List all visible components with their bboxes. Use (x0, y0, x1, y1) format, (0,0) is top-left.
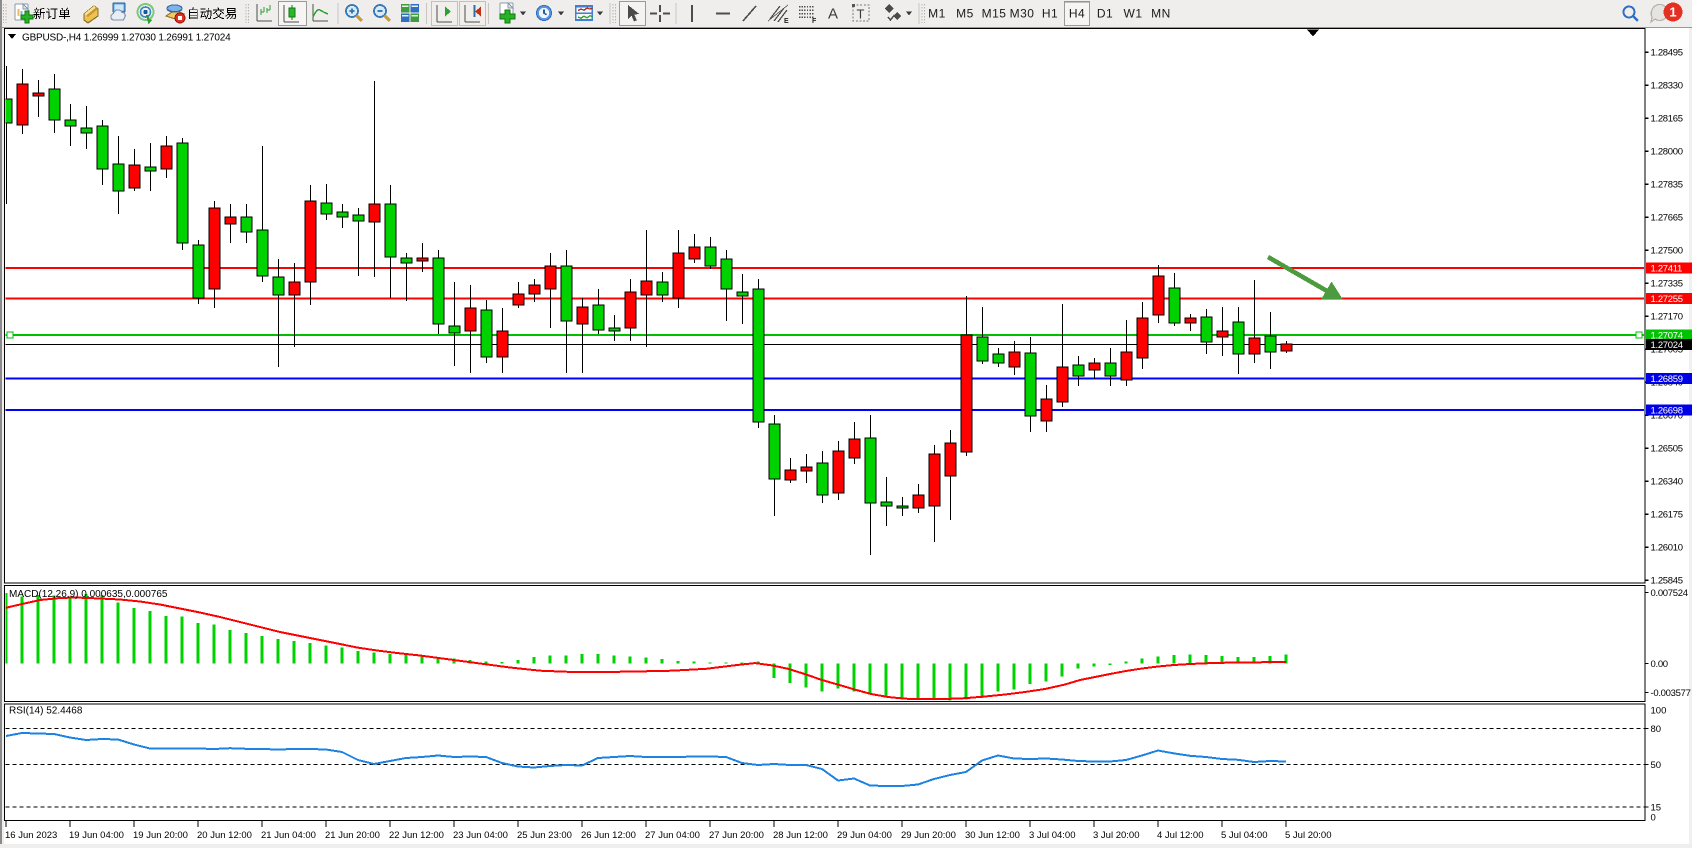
svg-text:1.27255: 1.27255 (1651, 294, 1683, 305)
svg-text:4 Jul 12:00: 4 Jul 12:00 (1157, 830, 1203, 841)
svg-text:21 Jun 04:00: 21 Jun 04:00 (261, 830, 316, 841)
svg-text:5 Jul 04:00: 5 Jul 04:00 (1221, 830, 1267, 841)
svg-text:M5: M5 (956, 7, 974, 21)
svg-text:16 Jun 2023: 16 Jun 2023 (5, 830, 57, 841)
svg-text:28 Jun 12:00: 28 Jun 12:00 (773, 830, 828, 841)
svg-text:1.26010: 1.26010 (1651, 543, 1683, 554)
svg-text:M1: M1 (928, 7, 946, 21)
svg-text:1.28000: 1.28000 (1651, 147, 1683, 158)
svg-text:E: E (784, 18, 789, 25)
svg-text:23 Jun 04:00: 23 Jun 04:00 (453, 830, 508, 841)
svg-text:M15: M15 (982, 7, 1007, 21)
svg-text:26 Jun 12:00: 26 Jun 12:00 (581, 830, 636, 841)
svg-text:27 Jun 04:00: 27 Jun 04:00 (645, 830, 700, 841)
svg-text:0.00: 0.00 (1651, 659, 1668, 670)
svg-text:1.26340: 1.26340 (1651, 477, 1683, 488)
svg-text:1.27665: 1.27665 (1651, 213, 1683, 224)
svg-text:1.28330: 1.28330 (1651, 81, 1683, 92)
svg-text:H1: H1 (1042, 7, 1058, 21)
svg-text:F: F (812, 18, 817, 25)
svg-text:29 Jun 20:00: 29 Jun 20:00 (901, 830, 956, 841)
svg-text:21 Jun 20:00: 21 Jun 20:00 (325, 830, 380, 841)
svg-text:W1: W1 (1124, 7, 1143, 21)
svg-text:1.27005: 1.27005 (1651, 345, 1683, 356)
svg-text:19 Jun 04:00: 19 Jun 04:00 (69, 830, 124, 841)
svg-text:1.26505: 1.26505 (1651, 444, 1683, 455)
svg-text:80: 80 (1651, 724, 1662, 735)
svg-text:RSI(14) 52.4468: RSI(14) 52.4468 (9, 706, 83, 717)
svg-text:100: 100 (1651, 705, 1667, 716)
svg-text:MN: MN (1151, 7, 1171, 21)
svg-text:3 Jul 04:00: 3 Jul 04:00 (1029, 830, 1075, 841)
svg-text:H4: H4 (1069, 7, 1085, 21)
svg-text:50: 50 (1651, 760, 1662, 771)
svg-text:0: 0 (1651, 812, 1656, 823)
svg-text:15: 15 (1651, 802, 1662, 813)
svg-text:22 Jun 12:00: 22 Jun 12:00 (389, 830, 444, 841)
svg-text:19 Jun 20:00: 19 Jun 20:00 (133, 830, 188, 841)
svg-text:1.27170: 1.27170 (1651, 312, 1683, 323)
svg-text:GBPUSD-,H4 1.26999 1.27030 1.: GBPUSD-,H4 1.26999 1.27030 1.26991 1.270… (22, 33, 231, 44)
svg-text:20 Jun 12:00: 20 Jun 12:00 (197, 830, 252, 841)
svg-text:M30: M30 (1010, 7, 1035, 21)
svg-text:1: 1 (1669, 5, 1676, 20)
svg-text:5 Jul 20:00: 5 Jul 20:00 (1285, 830, 1331, 841)
svg-text:D1: D1 (1097, 7, 1113, 21)
svg-text:1.27335: 1.27335 (1651, 279, 1683, 290)
svg-text:1.25845: 1.25845 (1651, 576, 1683, 587)
svg-text:30 Jun 12:00: 30 Jun 12:00 (965, 830, 1020, 841)
svg-text:29 Jun 04:00: 29 Jun 04:00 (837, 830, 892, 841)
svg-text:MACD(12,26,9) 0.000635,0.00076: MACD(12,26,9) 0.000635,0.000765 (9, 589, 168, 600)
svg-text:3 Jul 20:00: 3 Jul 20:00 (1093, 830, 1139, 841)
svg-text:1.27500: 1.27500 (1651, 246, 1683, 257)
svg-text:1.26175: 1.26175 (1651, 510, 1683, 521)
svg-text:1.26859: 1.26859 (1651, 374, 1683, 385)
svg-text:0.007524: 0.007524 (1651, 588, 1688, 599)
svg-text:1.26670: 1.26670 (1651, 411, 1683, 422)
svg-text:1.27411: 1.27411 (1651, 264, 1683, 275)
svg-text:-0.003577: -0.003577 (1651, 688, 1691, 699)
svg-text:1.27024: 1.27024 (1651, 340, 1683, 351)
svg-text:27 Jun 20:00: 27 Jun 20:00 (709, 830, 764, 841)
svg-text:1.27835: 1.27835 (1651, 180, 1683, 191)
svg-text:1.26698: 1.26698 (1651, 406, 1683, 417)
svg-text:25 Jun 23:00: 25 Jun 23:00 (517, 830, 572, 841)
svg-text:1.27074: 1.27074 (1651, 331, 1683, 342)
svg-text:A: A (828, 6, 838, 23)
svg-text:1.28165: 1.28165 (1651, 114, 1683, 125)
svg-text:T: T (857, 7, 865, 22)
svg-text:1.28495: 1.28495 (1651, 48, 1683, 59)
